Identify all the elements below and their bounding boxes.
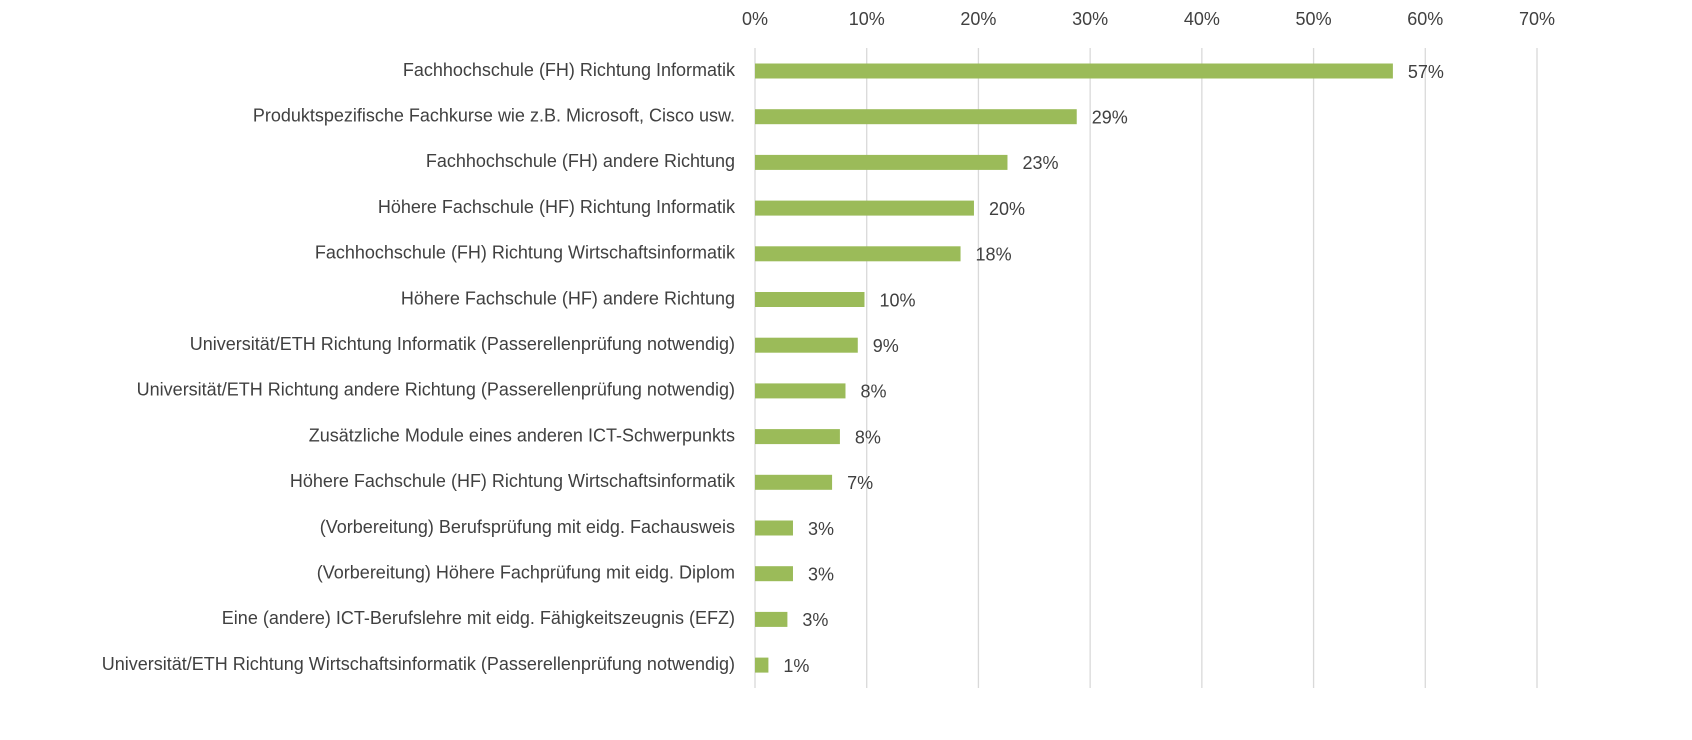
x-tick-label: 70% [1519,9,1555,29]
y-tick-label: (Vorbereitung) Berufsprüfung mit eidg. F… [320,517,735,537]
y-tick-label: Zusätzliche Module eines anderen ICT-Sch… [309,425,735,445]
bar [755,292,865,307]
data-label: 10% [879,290,915,310]
y-tick-label: (Vorbereitung) Höhere Fachprüfung mit ei… [317,562,735,582]
x-tick-label: 60% [1407,9,1443,29]
bar [755,429,840,445]
bar [755,246,961,262]
y-tick-label: Universität/ETH Richtung andere Richtung… [137,380,735,400]
x-tick-label: 50% [1296,9,1332,29]
y-tick-label: Produktspezifische Fachkurse wie z.B. Mi… [253,105,735,125]
y-tick-label: Höhere Fachschule (HF) andere Richtung [401,288,735,308]
data-label: 7% [847,473,873,493]
bar [755,383,846,399]
y-tick-label: Fachhochschule (FH) Richtung Wirtschafts… [315,243,736,263]
data-label: 29% [1092,107,1128,127]
x-tick-label: 0% [742,9,768,29]
y-tick-label: Universität/ETH Richtung Wirtschaftsinfo… [102,654,735,674]
y-tick-label: Universität/ETH Richtung Informatik (Pas… [190,334,735,354]
data-label: 20% [989,199,1025,219]
bar [755,566,793,582]
bar [755,154,1008,170]
y-tick-label: Fachhochschule (FH) Richtung Informatik [403,60,736,80]
data-label: 3% [802,610,828,630]
data-label: 3% [808,519,834,539]
bar [755,520,793,536]
bar [755,63,1393,79]
data-label: 18% [976,245,1012,265]
bar [755,200,974,216]
bar [755,337,858,353]
bar [755,474,833,490]
y-tick-label: Fachhochschule (FH) andere Richtung [426,151,735,171]
bar [755,109,1077,125]
data-label: 1% [783,656,809,676]
data-label: 3% [808,564,834,584]
y-tick-label: Höhere Fachschule (HF) Richtung Wirtscha… [290,471,736,491]
bar [755,611,788,627]
x-tick-label: 30% [1072,9,1108,29]
data-label: 23% [1022,153,1058,173]
data-label: 8% [860,382,886,402]
y-tick-label: Höhere Fachschule (HF) Richtung Informat… [378,197,736,217]
x-tick-label: 20% [960,9,996,29]
x-tick-label: 40% [1184,9,1220,29]
bar [755,657,769,673]
data-label: 57% [1408,62,1444,82]
data-label: 8% [855,427,881,447]
y-tick-label: Eine (andere) ICT-Berufslehre mit eidg. … [222,608,735,628]
data-label: 9% [873,336,899,356]
x-tick-label: 10% [849,9,885,29]
